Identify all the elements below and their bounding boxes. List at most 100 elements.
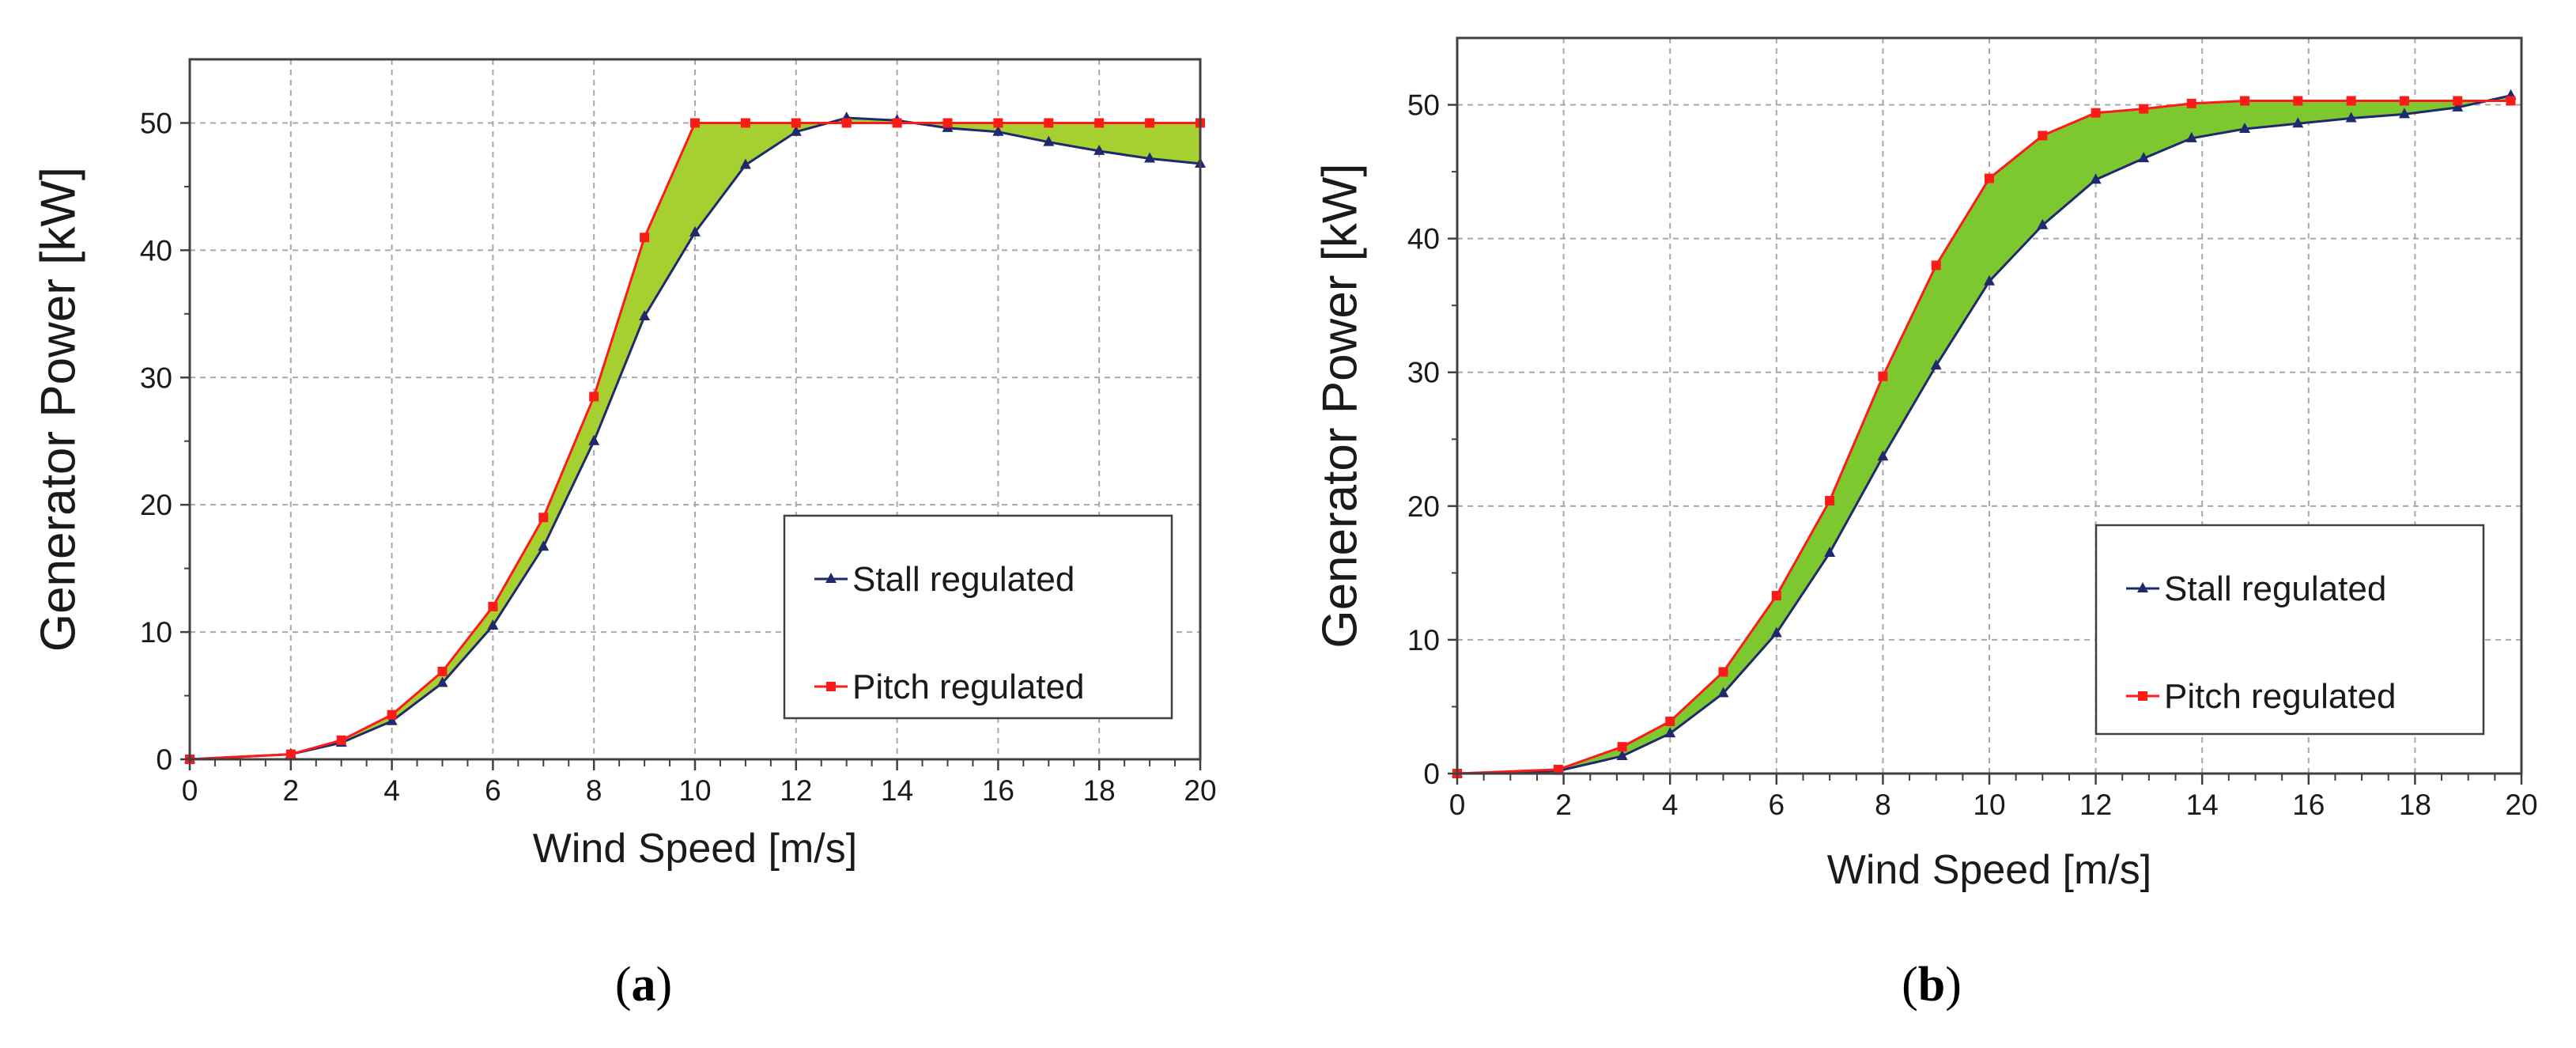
y-tick-label: 30 <box>140 361 172 394</box>
caption-close-paren: ) <box>656 958 673 1012</box>
y-tick-label: 0 <box>1423 758 1440 790</box>
y-tick-label: 50 <box>1407 89 1440 122</box>
x-tick-label: 10 <box>1973 789 2005 821</box>
data-point-square <box>892 118 902 128</box>
legend-entry: Pitch regulated <box>2126 677 2397 716</box>
data-point-triangle <box>2239 122 2251 133</box>
x-tick-label: 8 <box>586 774 602 807</box>
data-point-square <box>1931 260 1941 271</box>
data-point-triangle <box>1877 450 1889 461</box>
data-point-square <box>2139 104 2149 114</box>
x-tick-label: 18 <box>2399 789 2431 821</box>
data-point-triangle <box>2037 218 2049 229</box>
data-point-triangle <box>2138 152 2150 163</box>
caption-open-paren: ( <box>1902 958 1918 1012</box>
data-point-square <box>2293 96 2303 106</box>
data-point-triangle <box>1144 152 1156 163</box>
data-point-triangle <box>2185 131 2197 142</box>
data-point-square <box>1771 591 1781 601</box>
legend-box <box>783 514 1173 720</box>
x-tick-label: 16 <box>982 774 1014 807</box>
data-point-square <box>942 118 953 128</box>
y-tick-label: 10 <box>1407 624 1440 656</box>
series-line <box>189 116 1201 761</box>
data-point-square <box>2186 98 2196 108</box>
data-point-square <box>1878 371 1888 381</box>
data-point-square <box>1985 173 1994 183</box>
data-point-triangle <box>1043 135 1055 146</box>
x-tick-label: 0 <box>182 774 198 807</box>
legend-entry: Pitch regulated <box>814 668 1085 706</box>
y-tick-label: 40 <box>140 234 172 267</box>
data-point-square <box>640 233 650 243</box>
legend-label: Pitch regulated <box>2164 677 2397 716</box>
x-tick-label: 12 <box>2079 789 2112 821</box>
data-point-square <box>1094 118 1105 128</box>
data-point-square <box>2091 108 2101 118</box>
data-point-triangle <box>487 619 499 630</box>
data-point-triangle <box>2345 112 2357 123</box>
legend-box <box>2094 524 2485 736</box>
caption-letter: b <box>1918 958 1945 1012</box>
x-tick-label: 20 <box>1184 774 1216 807</box>
series-pitch <box>1452 96 2516 778</box>
series-line <box>1456 94 2511 775</box>
data-point-square <box>387 709 397 720</box>
series-pitch <box>185 118 1205 764</box>
data-point-square <box>2240 96 2250 106</box>
legend-entry: Stall regulated <box>814 560 1075 599</box>
y-tick-label: 20 <box>140 489 172 521</box>
data-point-triangle <box>538 540 550 551</box>
data-point-square <box>841 118 852 128</box>
data-point-triangle <box>1930 359 1942 370</box>
x-tick-label: 4 <box>1662 789 1679 821</box>
data-point-square <box>2346 96 2356 106</box>
legend-label: Pitch regulated <box>852 668 1085 706</box>
data-point-square <box>1044 118 1054 128</box>
tick-marks <box>180 122 1202 770</box>
x-tick-label: 14 <box>881 774 913 807</box>
x-tick-label: 2 <box>1555 789 1572 821</box>
data-point-square <box>2453 96 2463 106</box>
data-point-square <box>538 513 549 523</box>
data-point-triangle <box>386 714 398 725</box>
series-stall <box>184 112 1206 763</box>
y-tick-label: 30 <box>1407 357 1440 389</box>
y-tick-label: 10 <box>140 616 172 649</box>
y-tick-label: 20 <box>1407 490 1440 523</box>
data-point-triangle <box>436 676 448 687</box>
data-point-triangle <box>1770 626 1782 638</box>
legend-marker-square <box>2138 691 2147 701</box>
data-point-triangle <box>639 310 651 321</box>
caption-close-paren: ) <box>1945 958 1962 1012</box>
data-point-square <box>589 392 599 402</box>
legend: Stall regulated Pitch regulated <box>2094 524 2485 736</box>
data-point-square <box>1665 717 1675 727</box>
caption-letter: a <box>632 958 656 1012</box>
x-axis-label: Wind Speed [m/s] <box>1827 847 2151 893</box>
chart-panel-a: 0 2 4 6 8 10 12 14 16 18 20 0 10 20 30 40 50 Wind Speed [… <box>31 58 1217 1012</box>
x-tick-label: 14 <box>2186 789 2219 821</box>
data-point-triangle <box>1093 144 1105 155</box>
y-axis-label: Generator Power [kW] <box>1313 163 1367 648</box>
data-point-square <box>740 118 750 128</box>
data-point-square <box>2038 131 2048 141</box>
data-point-triangle <box>689 225 701 236</box>
data-point-triangle <box>2452 100 2464 112</box>
data-point-triangle <box>588 434 600 445</box>
x-tick-label: 4 <box>383 774 400 807</box>
data-point-square <box>690 118 700 128</box>
data-point-triangle <box>2090 173 2102 184</box>
caption-open-paren: ( <box>615 958 632 1012</box>
data-point-triangle <box>992 125 1004 136</box>
x-tick-label: 2 <box>283 774 300 807</box>
data-point-square <box>336 735 346 745</box>
data-point-triangle <box>1824 547 1836 557</box>
legend-label: Stall regulated <box>852 560 1075 599</box>
data-point-square <box>1718 667 1728 677</box>
data-point-square <box>2506 96 2516 106</box>
x-tick-label: 0 <box>1449 789 1466 821</box>
data-point-triangle <box>1664 727 1676 738</box>
data-point-square <box>488 601 498 611</box>
legend-marker-triangle <box>825 573 837 583</box>
